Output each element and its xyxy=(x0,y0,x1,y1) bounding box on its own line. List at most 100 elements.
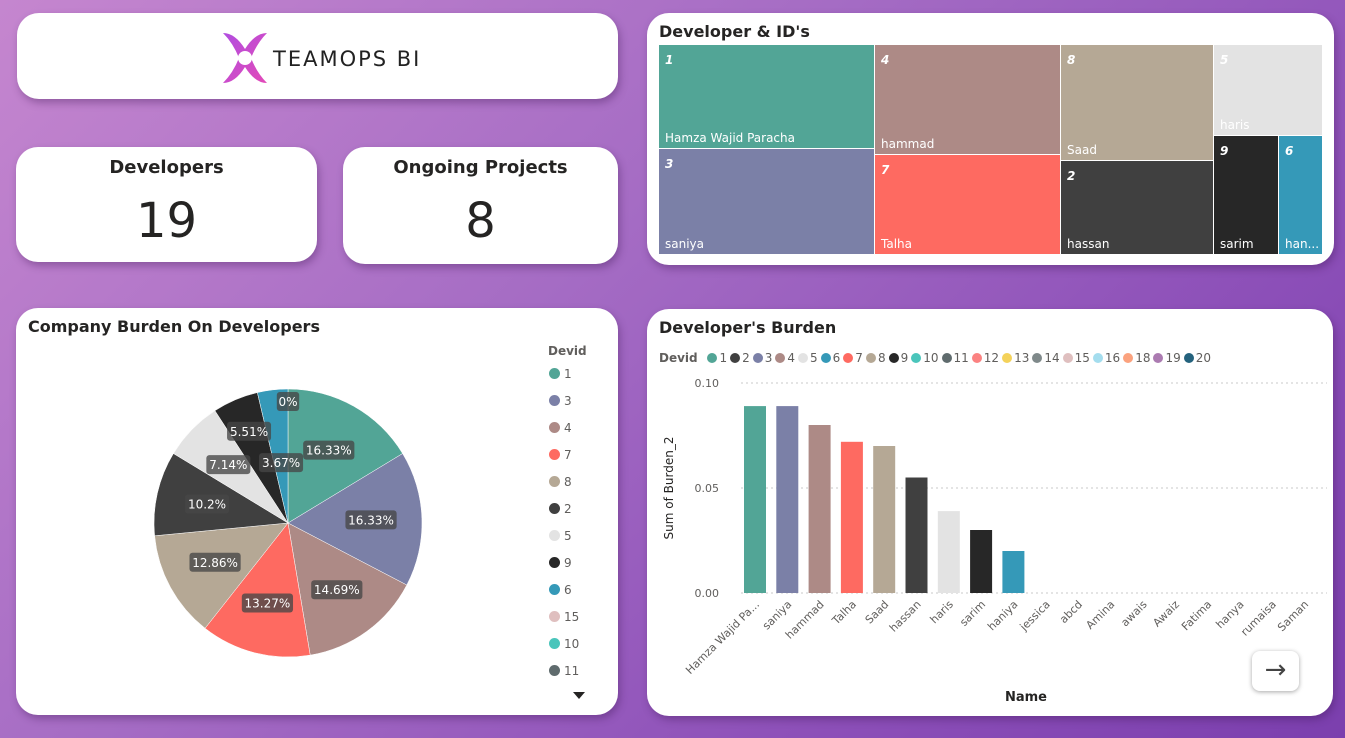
pie-legend-item-5[interactable]: 5 xyxy=(549,529,572,543)
legend-label: 3 xyxy=(764,351,773,365)
bar-legend-item-3[interactable]: 3 xyxy=(752,351,773,365)
projects-kpi-card: Ongoing Projects 8 xyxy=(343,147,618,264)
legend-label: 15 xyxy=(1074,351,1090,365)
y-tick-label: 0.10 xyxy=(695,377,720,390)
pie-legend-item-2[interactable]: 2 xyxy=(549,502,572,516)
legend-swatch xyxy=(730,353,741,363)
logo-card: TEAMOPS BI xyxy=(17,13,618,99)
projects-kpi-value: 8 xyxy=(465,193,496,249)
x-tick-label: haris xyxy=(928,598,956,626)
treemap: 1 Hamza Wajid Paracha 3 saniya 4 hammad 7 Talha… xyxy=(659,45,1323,255)
bar-2[interactable] xyxy=(808,425,831,593)
x-tick-label: Talha xyxy=(829,598,859,628)
bar-legend-item-2[interactable]: 2 xyxy=(730,351,750,365)
bar-legend-item-11[interactable]: 11 xyxy=(941,351,969,365)
legend-label: 3 xyxy=(564,394,572,408)
bar-4[interactable] xyxy=(873,446,896,593)
legend-swatch xyxy=(549,584,560,595)
bar-3[interactable] xyxy=(840,441,863,593)
bar-legend-item-7[interactable]: 7 xyxy=(843,351,863,365)
bar-legend-item-6[interactable]: 6 xyxy=(820,351,841,365)
bar-legend-item-19[interactable]: 19 xyxy=(1153,351,1181,365)
legend-label: 6 xyxy=(832,351,841,365)
treemap-cell-3[interactable]: 3 saniya xyxy=(659,149,875,255)
bar-8[interactable] xyxy=(1002,551,1025,593)
x-tick-label: Hamza Wajid Pa... xyxy=(683,598,762,677)
legend-swatch xyxy=(1032,353,1043,363)
svg-text:3.67%: 3.67% xyxy=(262,456,300,470)
bar-legend-item-14[interactable]: 14 xyxy=(1032,351,1060,365)
treemap-title: Developer & ID's xyxy=(659,22,810,41)
legend-label: 9 xyxy=(564,556,572,570)
bar-legend-item-1[interactable]: 1 xyxy=(707,351,727,365)
legend-label: 9 xyxy=(900,351,909,365)
svg-text:14.69%: 14.69% xyxy=(314,583,360,597)
svg-text:16.33%: 16.33% xyxy=(306,444,352,458)
svg-text:7.14%: 7.14% xyxy=(209,458,247,472)
treemap-cell-8[interactable]: 8 Saad xyxy=(1061,45,1214,161)
pie-legend-item-15[interactable]: 15 xyxy=(549,610,579,624)
pie-legend-item-1[interactable]: 1 xyxy=(549,367,572,381)
bar-legend-item-18[interactable]: 18 xyxy=(1123,351,1150,365)
bar-legend-item-16[interactable]: 16 xyxy=(1092,351,1121,365)
bar-legend-item-15[interactable]: 15 xyxy=(1062,351,1090,365)
bar-legend-item-13[interactable]: 13 xyxy=(1002,351,1029,365)
bar-0[interactable] xyxy=(744,406,766,593)
bar-5[interactable] xyxy=(905,477,928,594)
pie-slice-7[interactable] xyxy=(204,522,311,658)
company-burden-pie-card: Company Burden On Developers 16.33% 16.33… xyxy=(16,308,618,715)
legend-swatch xyxy=(707,353,718,363)
pie-legend-item-9[interactable]: 9 xyxy=(549,556,572,570)
pie-data-label: 0% xyxy=(276,392,300,411)
treemap-cell-5[interactable]: 5 haris xyxy=(1214,45,1323,136)
pie-legend-item-3[interactable]: 3 xyxy=(549,394,572,408)
treemap-cell-6[interactable]: 6 han... xyxy=(1279,136,1323,255)
bar-legend-item-10[interactable]: 10 xyxy=(911,351,939,365)
legend-swatch xyxy=(941,353,952,363)
legend-label: 14 xyxy=(1044,351,1060,365)
bar-6[interactable] xyxy=(937,511,960,593)
treemap-cell-id: 5 xyxy=(1220,53,1229,67)
bar-legend-item-12[interactable]: 12 xyxy=(971,351,999,365)
treemap-cell-7[interactable]: 7 Talha xyxy=(875,155,1061,255)
legend-label: 2 xyxy=(564,502,572,516)
treemap-cell-1[interactable]: 1 Hamza Wajid Paracha xyxy=(659,45,875,149)
pie-legend-item-8[interactable]: 8 xyxy=(549,475,572,489)
pie-legend-item-4[interactable]: 4 xyxy=(549,421,572,435)
legend-swatch xyxy=(549,476,560,487)
treemap-cell-9[interactable]: 9 sarim xyxy=(1214,136,1279,255)
bar-legend-item-9[interactable]: 9 xyxy=(888,351,909,365)
developers-burden-bar-card: Developer's Burden Devid 1 2 3 4 5 6 7 8 9 10 11 12… xyxy=(647,309,1333,716)
bar-legend: Devid 1 2 3 4 5 6 7 8 9 10 11 12 13 14 15 16 18 19 20 xyxy=(659,351,1214,365)
bar-7[interactable] xyxy=(970,530,993,593)
treemap-cell-name: haris xyxy=(1220,118,1250,132)
bar-1[interactable] xyxy=(776,406,799,593)
pie-data-label: 16.33% xyxy=(303,440,355,460)
treemap-cell-id: 1 xyxy=(665,53,674,67)
pie-slice-8[interactable] xyxy=(154,522,289,629)
legend-label: 16 xyxy=(1104,351,1121,365)
legend-swatch xyxy=(549,638,560,649)
treemap-cell-2[interactable]: 2 hassan xyxy=(1061,161,1214,255)
bar-legend-item-20[interactable]: 20 xyxy=(1183,351,1211,365)
x-tick-label: haniya xyxy=(985,598,1020,633)
bar-legend-item-5[interactable]: 5 xyxy=(798,351,818,365)
next-page-arrow-icon[interactable]: → xyxy=(1252,651,1299,691)
pie-legend-item-7[interactable]: 7 xyxy=(549,448,572,462)
treemap-cell-4[interactable]: 4 hammad xyxy=(875,45,1061,155)
pie-chart: 16.33% 16.33% 14.69% 13.27% 12.86% 10.2% 7.14%… xyxy=(153,388,423,658)
bar-legend-item-4[interactable]: 4 xyxy=(775,351,795,365)
legend-swatch xyxy=(1183,353,1194,363)
legend-label: 13 xyxy=(1014,351,1030,365)
bar-legend-item-8[interactable]: 8 xyxy=(865,351,886,365)
legend-label: 4 xyxy=(564,421,572,435)
legend-label: 5 xyxy=(564,529,572,543)
legend-scroll-down-icon[interactable] xyxy=(573,692,585,699)
pie-legend-item-6[interactable]: 6 xyxy=(549,583,572,597)
legend-label: 11 xyxy=(564,664,580,678)
legend-swatch xyxy=(775,353,786,363)
legend-swatch xyxy=(1002,353,1013,363)
pie-legend-item-10[interactable]: 10 xyxy=(549,637,579,651)
pie-data-label: 13.27% xyxy=(241,593,294,613)
pie-legend-item-11[interactable]: 11 xyxy=(549,664,579,678)
